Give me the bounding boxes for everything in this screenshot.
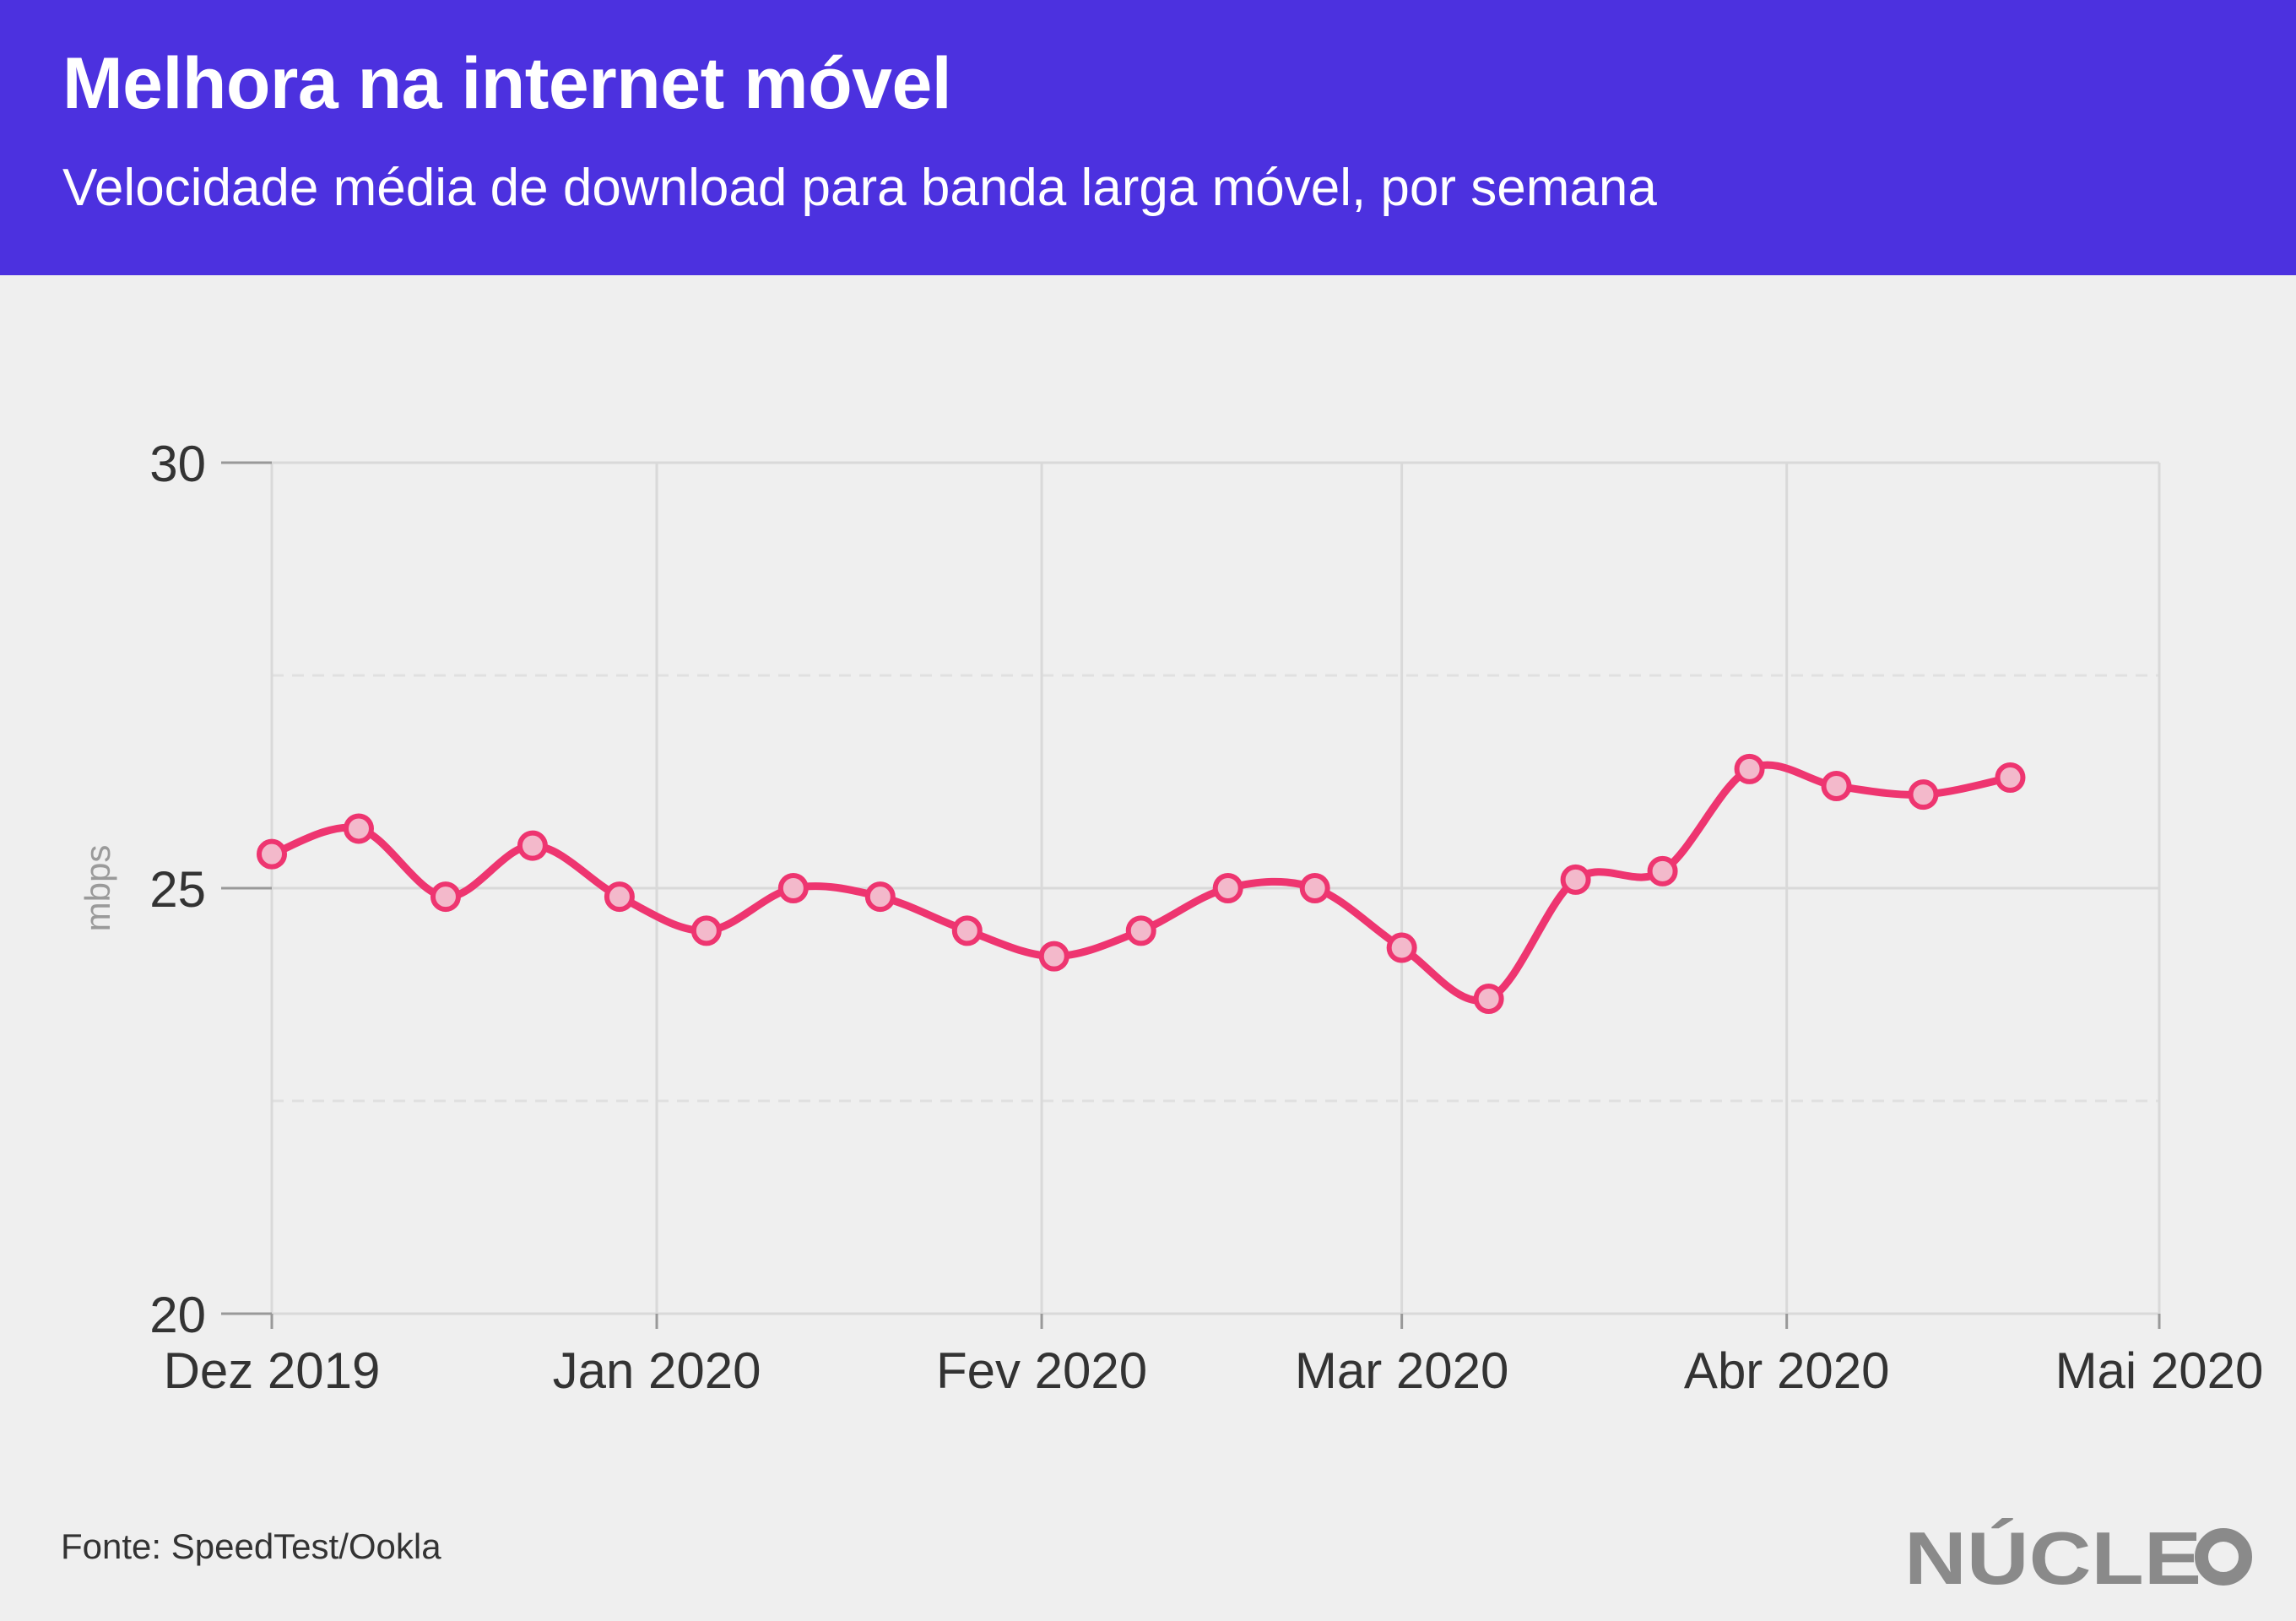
data-point [1038,941,1069,972]
nucleo-logo: NÚCLE [1904,1516,2252,1596]
data-point [777,873,809,903]
svg-text:NÚCLE: NÚCLE [1904,1516,2201,1596]
data-point [864,881,896,913]
data-point [1821,771,1852,802]
x-tick-label: Fev 2020 [936,1342,1147,1399]
x-tick-label: Abr 2020 [1684,1342,1890,1399]
x-tick-label: Mar 2020 [1295,1342,1508,1399]
y-tick-label: 25 [149,861,206,918]
data-point [1299,873,1330,903]
x-tick-label: Dez 2019 [164,1342,381,1399]
x-tick-label: Mai 2020 [2055,1342,2264,1399]
x-tick-label: Jan 2020 [553,1342,761,1399]
header-banner: Melhora na internet móvel Velocidade méd… [0,0,2296,275]
data-point [1386,932,1417,963]
data-point [343,813,374,844]
data-point [257,838,287,870]
data-point [1125,915,1156,946]
data-point [1995,762,2026,793]
data-point [690,915,722,946]
data-point [604,881,635,913]
data-point [517,830,548,861]
data-point [1908,779,1939,810]
data-point [430,881,461,913]
y-axis-label: mbps [78,845,117,932]
y-tick-label: 20 [149,1287,206,1343]
data-point [951,915,983,946]
data-point [1647,855,1678,886]
chart-title: Melhora na internet móvel [62,43,952,124]
data-point [1734,753,1765,784]
y-tick-label: 30 [149,436,206,492]
chart-subtitle: Velocidade média de download para banda … [62,159,1657,217]
data-point [1560,864,1591,895]
data-point [1212,873,1243,903]
source-note: Fonte: SpeedTest/Ookla [61,1526,441,1566]
series-line [268,761,2014,1005]
data-point [1473,984,1504,1015]
